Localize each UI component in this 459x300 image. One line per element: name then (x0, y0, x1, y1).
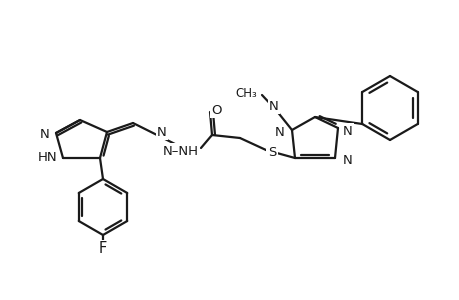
Text: methyl: methyl (270, 106, 275, 108)
Text: N: N (342, 154, 352, 166)
Text: N–NH: N–NH (162, 145, 199, 158)
Text: N: N (342, 124, 352, 137)
Text: N: N (269, 100, 278, 112)
Text: CH₃: CH₃ (235, 86, 257, 100)
Text: S: S (267, 146, 275, 158)
Text: O: O (211, 103, 222, 116)
Text: N: N (274, 125, 285, 139)
Text: F: F (99, 242, 107, 256)
Text: N: N (157, 125, 167, 139)
Text: HN: HN (37, 151, 57, 164)
Text: N: N (40, 128, 50, 140)
